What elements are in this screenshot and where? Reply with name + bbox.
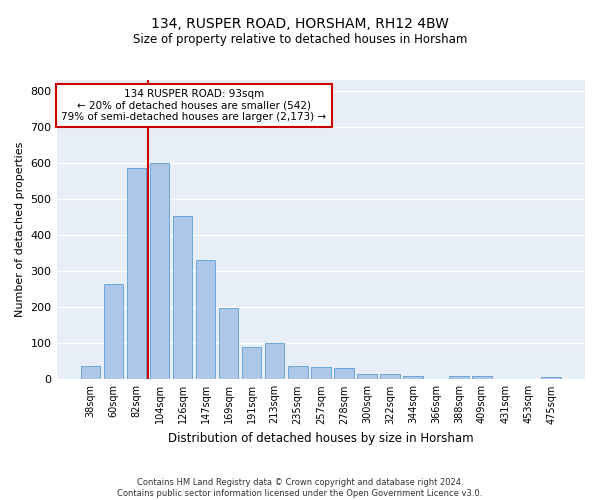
- Bar: [311, 366, 331, 380]
- Text: 134, RUSPER ROAD, HORSHAM, RH12 4BW: 134, RUSPER ROAD, HORSHAM, RH12 4BW: [151, 18, 449, 32]
- Bar: [334, 368, 353, 380]
- Bar: [149, 163, 169, 380]
- X-axis label: Distribution of detached houses by size in Horsham: Distribution of detached houses by size …: [168, 432, 473, 445]
- Text: Size of property relative to detached houses in Horsham: Size of property relative to detached ho…: [133, 32, 467, 46]
- Bar: [288, 366, 308, 380]
- Bar: [380, 374, 400, 380]
- Bar: [196, 260, 215, 380]
- Bar: [219, 308, 238, 380]
- Bar: [357, 374, 377, 380]
- Bar: [265, 342, 284, 380]
- Bar: [127, 168, 146, 380]
- Bar: [173, 216, 193, 380]
- Bar: [242, 347, 262, 380]
- Bar: [80, 366, 100, 380]
- Bar: [541, 377, 561, 380]
- Text: 134 RUSPER ROAD: 93sqm
← 20% of detached houses are smaller (542)
79% of semi-de: 134 RUSPER ROAD: 93sqm ← 20% of detached…: [61, 89, 326, 122]
- Bar: [449, 376, 469, 380]
- Y-axis label: Number of detached properties: Number of detached properties: [15, 142, 25, 318]
- Text: Contains HM Land Registry data © Crown copyright and database right 2024.
Contai: Contains HM Land Registry data © Crown c…: [118, 478, 482, 498]
- Bar: [403, 376, 423, 380]
- Bar: [472, 376, 492, 380]
- Bar: [104, 284, 123, 380]
